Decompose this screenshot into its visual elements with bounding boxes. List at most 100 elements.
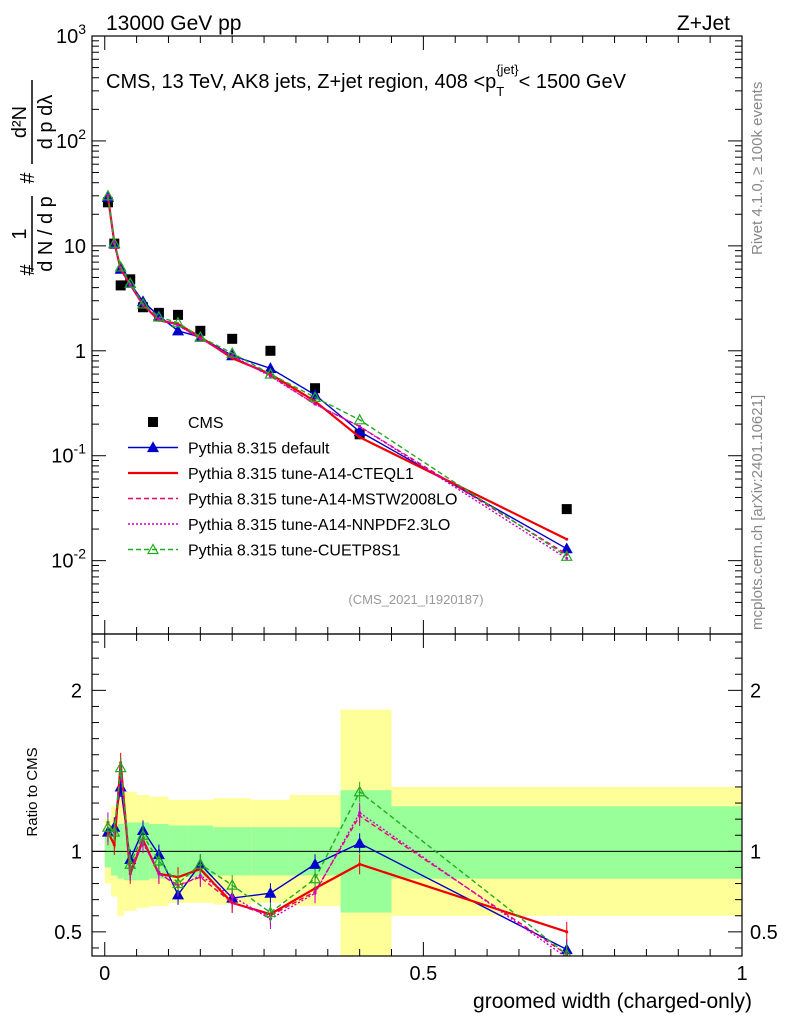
main-series-line bbox=[107, 195, 568, 557]
main-ytick-label: 10-2 bbox=[51, 546, 86, 573]
main-series-line bbox=[106, 196, 568, 541]
ratio-marker bbox=[358, 811, 362, 815]
ratio-marker bbox=[114, 780, 127, 792]
ratio-frame bbox=[91, 633, 743, 957]
ratio-marker bbox=[565, 930, 569, 934]
main-marker bbox=[565, 556, 569, 560]
main-marker bbox=[157, 317, 161, 321]
ratio-marker bbox=[124, 857, 137, 869]
x-axis-label: groomed width (charged-only) bbox=[473, 990, 752, 1013]
main-ytick-label: 103 bbox=[56, 21, 86, 48]
mcplots-label: mcplots.cern.ch [arXiv:2401.10621] bbox=[749, 395, 766, 630]
main-marker bbox=[230, 354, 234, 358]
ratio-ytick-label-right: 1 bbox=[750, 841, 761, 863]
main-marker bbox=[136, 297, 150, 309]
main-marker bbox=[194, 330, 207, 342]
ratio-ytick-label: 1 bbox=[71, 841, 82, 863]
watermark: (CMS_2021_I1920187) bbox=[348, 592, 483, 607]
legend-label: Pythia 8.315 default bbox=[188, 441, 330, 458]
ratio-marker bbox=[198, 874, 202, 877]
ratio-ytick-label-right: 2 bbox=[750, 680, 761, 702]
ratio-ytick-label: 2 bbox=[71, 680, 82, 702]
title-sub: T bbox=[496, 84, 504, 99]
legend-label: Pythia 8.315 tune-A14-CTEQL1 bbox=[188, 466, 414, 483]
title-main: CMS, 13 TeV, AK8 jets, Z+jet region, 408… bbox=[106, 71, 496, 93]
legend-label: Pythia 8.315 tune-A14-NNPDF2.3LO bbox=[188, 517, 450, 534]
ratio-ytick-label: 0.5 bbox=[54, 922, 82, 944]
ratio-marker bbox=[309, 857, 322, 869]
ratio-marker bbox=[152, 854, 165, 866]
ylabel-dn-dpt: d N / d p bbox=[35, 196, 57, 272]
main-marker bbox=[264, 367, 277, 379]
main-marker bbox=[172, 316, 185, 328]
cms-data-point bbox=[310, 383, 321, 394]
main-marker bbox=[124, 277, 137, 288]
ratio-marker bbox=[108, 825, 121, 837]
cms-data-point bbox=[265, 345, 276, 356]
cms-data-point bbox=[137, 302, 148, 313]
process-label: Z+Jet bbox=[677, 12, 730, 35]
ratio-marker bbox=[230, 894, 234, 898]
main-marker bbox=[176, 323, 180, 327]
ratio-marker bbox=[313, 891, 317, 895]
energy-label: 13000 GeV pp bbox=[106, 12, 241, 35]
ratio-series-4 bbox=[101, 757, 572, 956]
cms-data-point bbox=[561, 504, 572, 515]
legend-label: Pythia 8.315 tune-CUETP8S1 bbox=[188, 543, 401, 560]
ratio-marker bbox=[309, 872, 322, 884]
cms-data-point bbox=[227, 333, 238, 344]
main-series-5 bbox=[101, 189, 573, 561]
xtick-label: 1 bbox=[736, 963, 747, 985]
main-marker bbox=[565, 537, 569, 541]
cms-data-point bbox=[173, 309, 184, 320]
cms-data-point bbox=[195, 325, 206, 336]
inner-band-bin bbox=[391, 806, 742, 879]
title-sup: {jet} bbox=[496, 62, 519, 77]
ratio-marker bbox=[136, 829, 150, 840]
ratio-marker bbox=[264, 886, 277, 898]
main-ytick-label: 102 bbox=[56, 126, 86, 153]
ratio-marker bbox=[112, 843, 116, 847]
ratio-marker bbox=[264, 906, 277, 918]
title-tail: < 1500 GeV bbox=[519, 71, 627, 93]
ratio-marker bbox=[226, 878, 239, 890]
main-marker bbox=[226, 346, 239, 358]
main-ytick-label: 10-1 bbox=[51, 441, 86, 468]
legend-entry: CMS bbox=[148, 415, 224, 432]
chart-title: CMS, 13 TeV, AK8 jets, Z+jet region, 408… bbox=[106, 62, 627, 99]
ratio-marker bbox=[157, 870, 161, 874]
ratio-marker bbox=[194, 857, 207, 869]
main-marker bbox=[358, 435, 362, 439]
main-marker bbox=[152, 310, 165, 322]
main-marker bbox=[353, 425, 366, 437]
legend-entry: Pythia 8.315 tune-A14-NNPDF2.3LO bbox=[128, 517, 450, 534]
rivet-label: Rivet 4.1.0, ≥ 100k events bbox=[749, 82, 766, 255]
main-series-2 bbox=[106, 195, 569, 541]
main-ytick-label: 1 bbox=[75, 341, 86, 363]
main-marker bbox=[198, 337, 202, 341]
ylabel-dpt-dlambda: d p dλ bbox=[35, 95, 57, 149]
main-marker bbox=[268, 374, 272, 378]
main-marker bbox=[108, 236, 121, 248]
ratio-ylabel: Ratio to CMS bbox=[24, 747, 41, 836]
xtick-label: 0 bbox=[99, 963, 110, 985]
main-marker bbox=[106, 193, 110, 197]
legend-marker bbox=[146, 543, 160, 555]
main-ytick-label: 10 bbox=[64, 236, 86, 258]
ylabel-hash-1: # bbox=[17, 264, 39, 276]
main-marker bbox=[358, 424, 362, 428]
legend-entry: Pythia 8.315 tune-CUETP8S1 bbox=[128, 543, 401, 560]
ratio-marker bbox=[114, 761, 127, 773]
cms-data-point bbox=[115, 280, 126, 291]
main-marker bbox=[172, 324, 185, 336]
main-ylabel: # 1 d N / d p # d²N d p dλ bbox=[9, 80, 57, 276]
main-marker bbox=[114, 260, 127, 272]
legend-swatch bbox=[148, 417, 158, 427]
ratio-marker bbox=[353, 785, 366, 797]
main-marker bbox=[353, 413, 366, 425]
legend-entry: Pythia 8.315 tune-A14-MSTW2008LO bbox=[128, 492, 457, 509]
ylabel-d2n: d²N bbox=[9, 106, 31, 138]
legend-entry: Pythia 8.315 tune-A14-CTEQL1 bbox=[128, 466, 414, 483]
main-marker bbox=[560, 542, 573, 554]
